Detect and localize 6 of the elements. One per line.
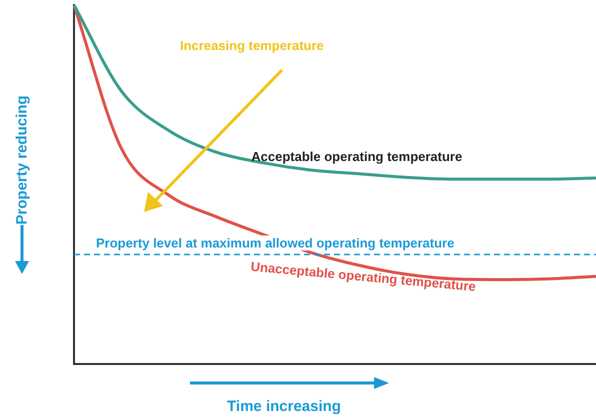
ref-line-label: Property level at maximum allowed operating temperature bbox=[96, 236, 454, 251]
annotation: Increasing temperature bbox=[180, 38, 324, 53]
series-label: Acceptable operating temperature bbox=[251, 149, 462, 164]
x-axis-title: Time increasing bbox=[227, 398, 341, 415]
y-axis-title: Property reducing bbox=[14, 95, 30, 225]
text: Unacceptable operating temperature bbox=[250, 258, 476, 294]
